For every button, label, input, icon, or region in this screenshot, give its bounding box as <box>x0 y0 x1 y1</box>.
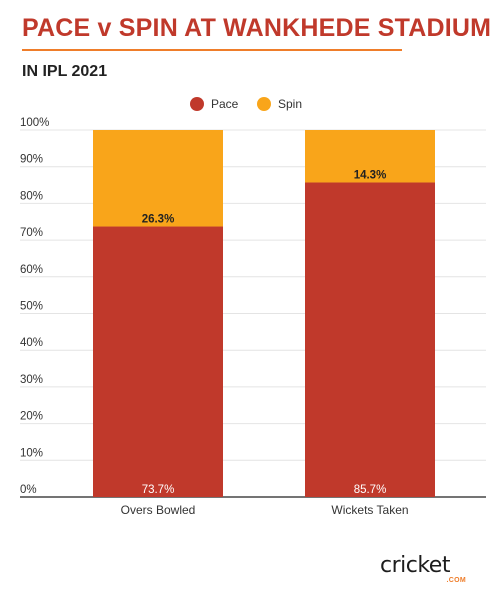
legend-marker-spin <box>257 97 271 111</box>
data-label-spin: 26.3% <box>142 214 175 226</box>
x-tick-label: Overs Bowled <box>121 503 196 517</box>
cricket-com-logo: cricket .COM <box>380 553 480 587</box>
y-tick-label: 100% <box>20 117 49 129</box>
legend-label-pace: Pace <box>211 97 239 111</box>
y-tick-label: 40% <box>20 337 43 349</box>
data-label-spin: 14.3% <box>354 169 387 181</box>
bar-pace <box>305 182 435 497</box>
logo-suffix: .COM <box>446 577 466 584</box>
title-underline <box>22 49 402 51</box>
y-tick-label: 20% <box>20 411 43 423</box>
y-tick-label: 90% <box>20 154 43 166</box>
x-tick-label: Wickets Taken <box>331 503 408 517</box>
y-tick-label: 80% <box>20 190 43 202</box>
y-tick-label: 50% <box>20 301 43 313</box>
y-tick-label: 10% <box>20 447 43 459</box>
bar-spin <box>305 130 435 183</box>
legend-marker-pace <box>190 97 204 111</box>
legend-label-spin: Spin <box>278 97 302 111</box>
y-tick-label: 30% <box>20 374 43 386</box>
chart-title: PACE v SPIN AT WANKHEDE STADIUM <box>22 14 492 42</box>
y-tick-label: 60% <box>20 264 43 276</box>
bar-pace <box>93 226 223 497</box>
data-label-pace: 73.7% <box>142 484 175 496</box>
chart-subtitle: IN IPL 2021 <box>22 63 108 80</box>
y-tick-label: 70% <box>20 227 43 239</box>
data-label-pace: 85.7% <box>354 484 387 496</box>
bar-spin <box>93 130 223 227</box>
logo-wordmark: cricket <box>380 553 450 578</box>
y-tick-label: 0% <box>20 484 37 496</box>
